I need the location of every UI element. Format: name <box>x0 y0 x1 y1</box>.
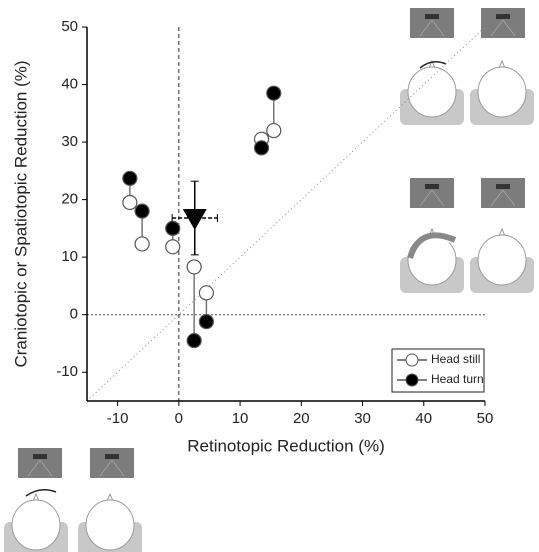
icon-head <box>470 229 534 293</box>
icon-arrow <box>26 490 56 496</box>
point <box>187 334 201 348</box>
icon-monitor <box>481 178 525 208</box>
icon-head <box>470 61 534 125</box>
icon-mid-right <box>400 178 534 293</box>
point <box>135 237 149 251</box>
legend-label: Head turn <box>431 372 484 386</box>
icon-monitor <box>410 178 454 208</box>
mean-marker <box>183 209 207 230</box>
y-tick-label: 50 <box>61 18 78 35</box>
x-tick-label: 30 <box>354 410 371 427</box>
point <box>199 315 213 329</box>
chart: Retinotopic Reduction (%) Craniotopic or… <box>0 0 539 552</box>
icon-head <box>78 494 142 552</box>
point <box>267 124 281 138</box>
y-axis-label: Craniotopic or Spatiotopic Reduction (%) <box>11 60 30 367</box>
y-tick-label: 20 <box>61 191 78 208</box>
x-tick-label: -10 <box>107 410 129 427</box>
x-tick-label: 0 <box>175 410 183 427</box>
point <box>123 195 137 209</box>
legend-marker <box>406 374 418 386</box>
point <box>187 260 201 274</box>
legend-label: Head still <box>431 352 480 366</box>
icon-monitor <box>410 8 454 38</box>
point <box>267 86 281 100</box>
point <box>166 221 180 235</box>
icon-top-right <box>400 8 534 125</box>
icon-monitor <box>90 448 134 478</box>
x-tick-label: 10 <box>232 410 249 427</box>
x-tick-label: 50 <box>477 410 494 427</box>
x-tick-label: 20 <box>293 410 310 427</box>
y-tick-label: 0 <box>70 306 78 323</box>
x-axis-label: Retinotopic Reduction (%) <box>187 436 384 455</box>
y-tick-label: 30 <box>61 133 78 150</box>
icon-bottom-left <box>4 448 142 552</box>
y-tick-label: 10 <box>61 248 78 265</box>
point <box>166 240 180 254</box>
y-tick-label: 40 <box>61 76 78 93</box>
point <box>255 141 269 155</box>
page: Retinotopic Reduction (%) Craniotopic or… <box>0 0 539 552</box>
point <box>135 204 149 218</box>
x-tick-label: 40 <box>415 410 432 427</box>
icon-monitor <box>481 8 525 38</box>
icon-head <box>4 494 68 552</box>
icon-head <box>400 61 464 125</box>
y-tick-label: -10 <box>56 363 78 380</box>
point <box>199 286 213 300</box>
point <box>123 171 137 185</box>
legend-marker <box>406 354 418 366</box>
icon-monitor <box>18 448 62 478</box>
